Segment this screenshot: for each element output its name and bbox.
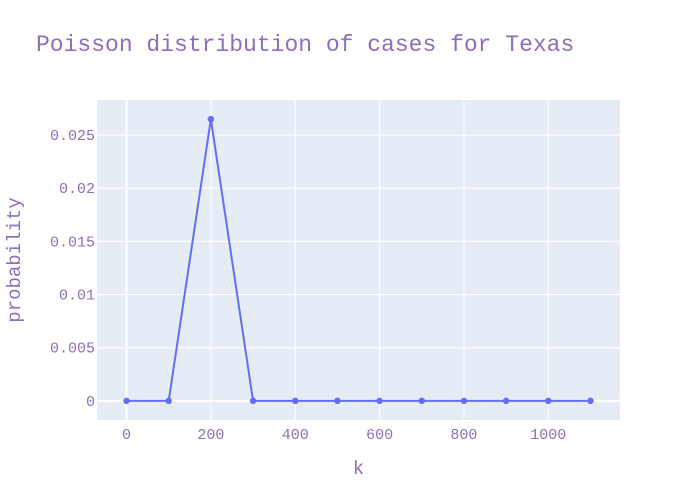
y-tick-label: 0 <box>86 394 95 411</box>
y-tick-label: 0.01 <box>59 288 95 305</box>
x-tick-label: 800 <box>450 427 477 444</box>
data-point[interactable] <box>587 397 594 405</box>
data-point[interactable] <box>292 397 299 405</box>
y-tick-label: 0.015 <box>50 234 95 251</box>
y-tick-label: 0.02 <box>59 181 95 198</box>
data-point[interactable] <box>334 397 341 405</box>
chart-title: Poisson distribution of cases for Texas <box>36 32 574 58</box>
data-point[interactable] <box>418 397 425 405</box>
y-tick-label: 0.025 <box>50 128 95 145</box>
series-layer <box>123 115 594 405</box>
x-tick-label: 400 <box>282 427 309 444</box>
y-axis-ticks: 0 0.005 0.01 0.015 0.02 0.025 <box>50 128 95 411</box>
x-axis-ticks: 0 200 400 600 800 1000 <box>122 427 566 444</box>
data-point[interactable] <box>207 115 215 123</box>
data-point[interactable] <box>545 397 552 405</box>
y-tick-label: 0.005 <box>50 341 95 358</box>
x-tick-label: 200 <box>197 427 224 444</box>
data-point[interactable] <box>249 397 257 405</box>
data-point[interactable] <box>123 397 130 405</box>
x-tick-label: 0 <box>122 427 131 444</box>
series-line <box>126 118 591 402</box>
data-point[interactable] <box>502 397 510 405</box>
data-point[interactable] <box>165 397 172 405</box>
y-axis-label: probability <box>4 197 26 322</box>
x-tick-label: 600 <box>366 427 393 444</box>
x-tick-label: 1000 <box>530 427 566 444</box>
data-point[interactable] <box>376 397 383 405</box>
plot-area <box>97 100 620 420</box>
data-point[interactable] <box>460 397 468 405</box>
x-axis-label: k <box>353 458 364 480</box>
